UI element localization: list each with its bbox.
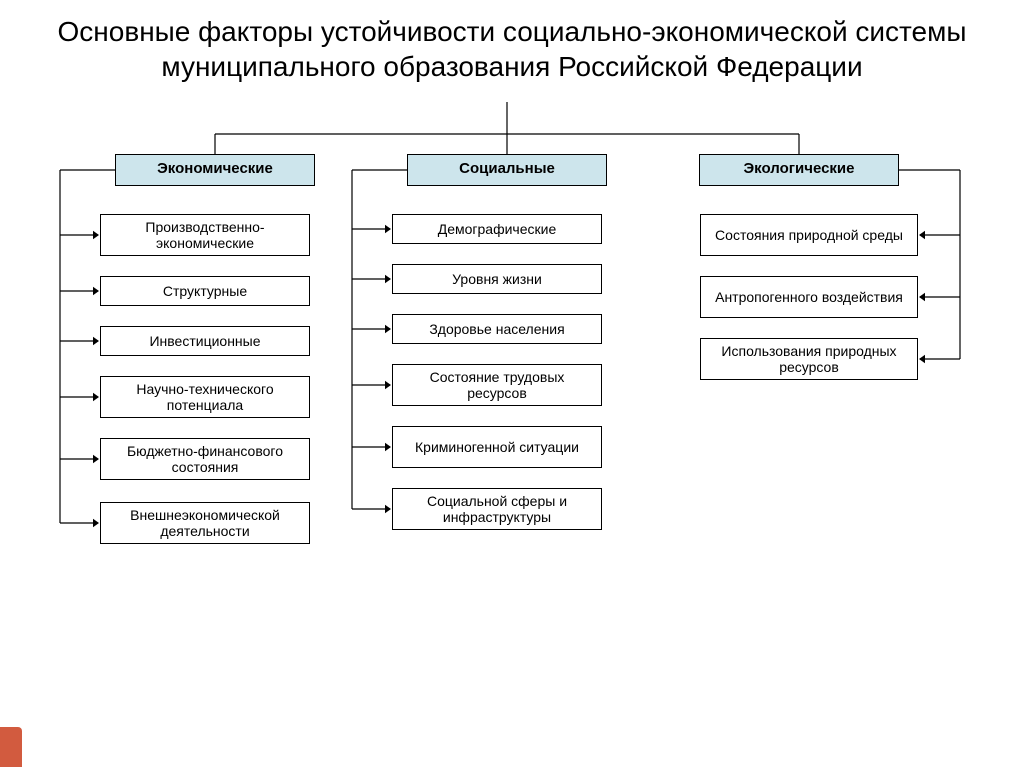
item-economic-1: Структурные [100,276,310,306]
item-social-5: Социальной сферы и инфраструктуры [392,488,602,530]
item-economic-4: Бюджетно-финансового состояния [100,438,310,480]
item-economic-0: Производственно-экономические [100,214,310,256]
item-ecological-0: Состояния природной среды [700,214,918,256]
item-ecological-1: Антропогенного воздействия [700,276,918,318]
item-ecological-2: Использования природных ресурсов [700,338,918,380]
item-economic-2: Инвестиционные [100,326,310,356]
item-social-1: Уровня жизни [392,264,602,294]
item-social-2: Здоровье населения [392,314,602,344]
page-title: Основные факторы устойчивости социально-… [0,0,1024,84]
category-ecological: Экологические [699,154,899,186]
category-economic: Экономические [115,154,315,186]
item-economic-5: Внешнеэкономической деятельности [100,502,310,544]
item-social-4: Криминогенной ситуации [392,426,602,468]
diagram-area: Экономические Производственно-экономическ… [0,84,1024,684]
item-economic-3: Научно-технического потенциала [100,376,310,418]
footer-accent [0,727,22,767]
category-social: Социальные [407,154,607,186]
item-social-0: Демографические [392,214,602,244]
item-social-3: Состояние трудовых ресурсов [392,364,602,406]
